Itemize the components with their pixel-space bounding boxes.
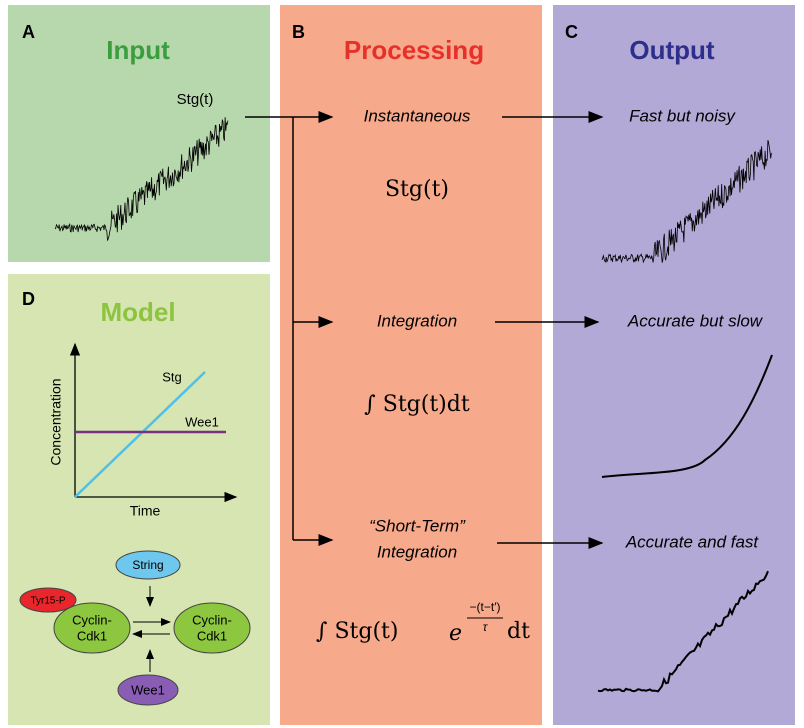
- node: [53, 602, 131, 654]
- panel-letter: A: [22, 22, 35, 42]
- node-label: String: [132, 558, 163, 572]
- formula: −(t−t′): [470, 600, 501, 614]
- formula: ∫ Stg(t)dt: [364, 392, 470, 417]
- node: [115, 550, 181, 580]
- panel-letter: C: [565, 22, 578, 42]
- input-signal: [54, 117, 229, 241]
- output-signal: [601, 354, 773, 478]
- panel-d: [8, 274, 270, 725]
- formula: dt: [507, 619, 530, 644]
- axis-label: Time: [130, 503, 161, 519]
- panel-title: Processing: [344, 35, 484, 65]
- arrows: [245, 111, 604, 549]
- node-label: Cdk1: [197, 628, 227, 643]
- panel-title: Model: [100, 297, 175, 327]
- processing-label: Integration: [377, 542, 457, 561]
- node: [173, 602, 251, 654]
- panel-title: Output: [629, 35, 715, 65]
- node-label: Wee1: [131, 682, 165, 697]
- output-signal: [597, 570, 769, 693]
- panel-letter: B: [292, 22, 305, 42]
- formula: e: [449, 621, 462, 646]
- axes: [69, 342, 238, 503]
- processing-label: “Short-Term”: [369, 516, 466, 535]
- node: [19, 587, 77, 613]
- line-label: Wee1: [185, 414, 219, 429]
- node-label: Cdk1: [77, 628, 107, 643]
- output-label: Accurate but slow: [627, 311, 764, 330]
- processing-label: Instantaneous: [364, 106, 471, 125]
- stg-line: [74, 371, 206, 498]
- output-label: Fast but noisy: [629, 106, 736, 125]
- processing-label: Integration: [377, 311, 457, 330]
- panel-title: Input: [106, 35, 170, 65]
- output-signal: [601, 139, 772, 264]
- axis-label: Concentration: [48, 378, 64, 465]
- formula: ∫ Stg(t): [316, 619, 398, 644]
- node-label: Tyr15-P: [30, 596, 65, 607]
- panel-c: [553, 5, 795, 725]
- signal-label: Stg(t): [177, 91, 214, 108]
- panel-letter: D: [22, 289, 35, 309]
- panel-b: [280, 5, 542, 725]
- panel-a: [8, 5, 270, 262]
- node-label: Cyclin-: [72, 612, 112, 627]
- line-label: Stg: [162, 369, 182, 384]
- arrows: [132, 586, 171, 672]
- output-label: Accurate and fast: [625, 532, 760, 551]
- formula: Stg(t): [385, 177, 449, 202]
- node-label: Cyclin-: [192, 612, 232, 627]
- formula: τ: [483, 620, 489, 634]
- node: [117, 674, 179, 706]
